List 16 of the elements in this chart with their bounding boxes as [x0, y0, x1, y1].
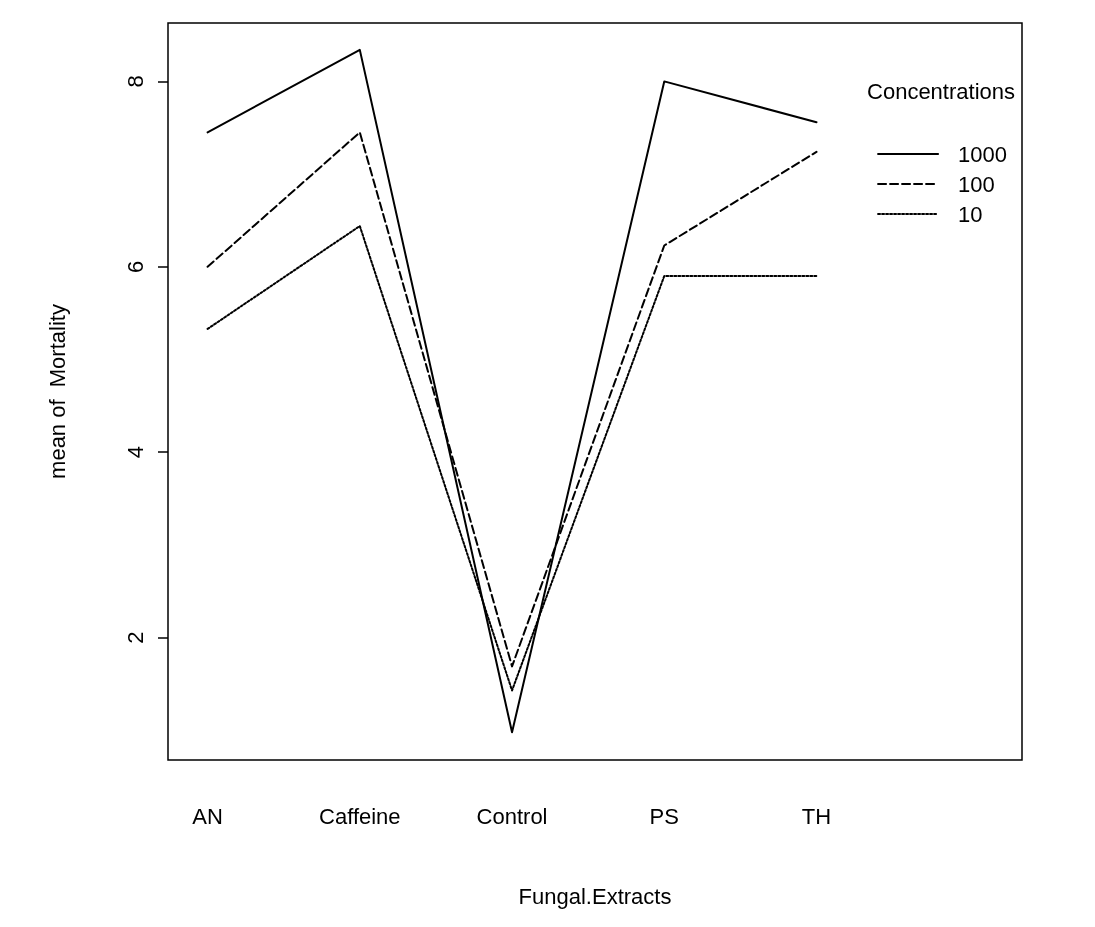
y-axis-title: mean of Mortality — [44, 304, 70, 479]
x-tick-label: PS — [649, 803, 679, 829]
y-tick-label: 6 — [122, 260, 148, 273]
y-tick-label: 8 — [122, 75, 148, 88]
legend-label: 1000 — [958, 141, 1008, 167]
legend-label: 100 — [958, 171, 995, 197]
x-tick-label: TH — [801, 803, 832, 829]
x-tick-label: Control — [476, 803, 548, 829]
legend-label: 10 — [958, 201, 983, 227]
y-tick-label: 4 — [122, 446, 148, 459]
x-tick-label: Caffeine — [319, 803, 401, 829]
x-tick-label: AN — [192, 803, 223, 829]
y-tick-label: 2 — [122, 631, 148, 644]
legend-title: Concentrations — [867, 78, 1016, 104]
line-series — [206, 48, 818, 734]
x-axis-title: Fungal.Extracts — [518, 883, 672, 909]
